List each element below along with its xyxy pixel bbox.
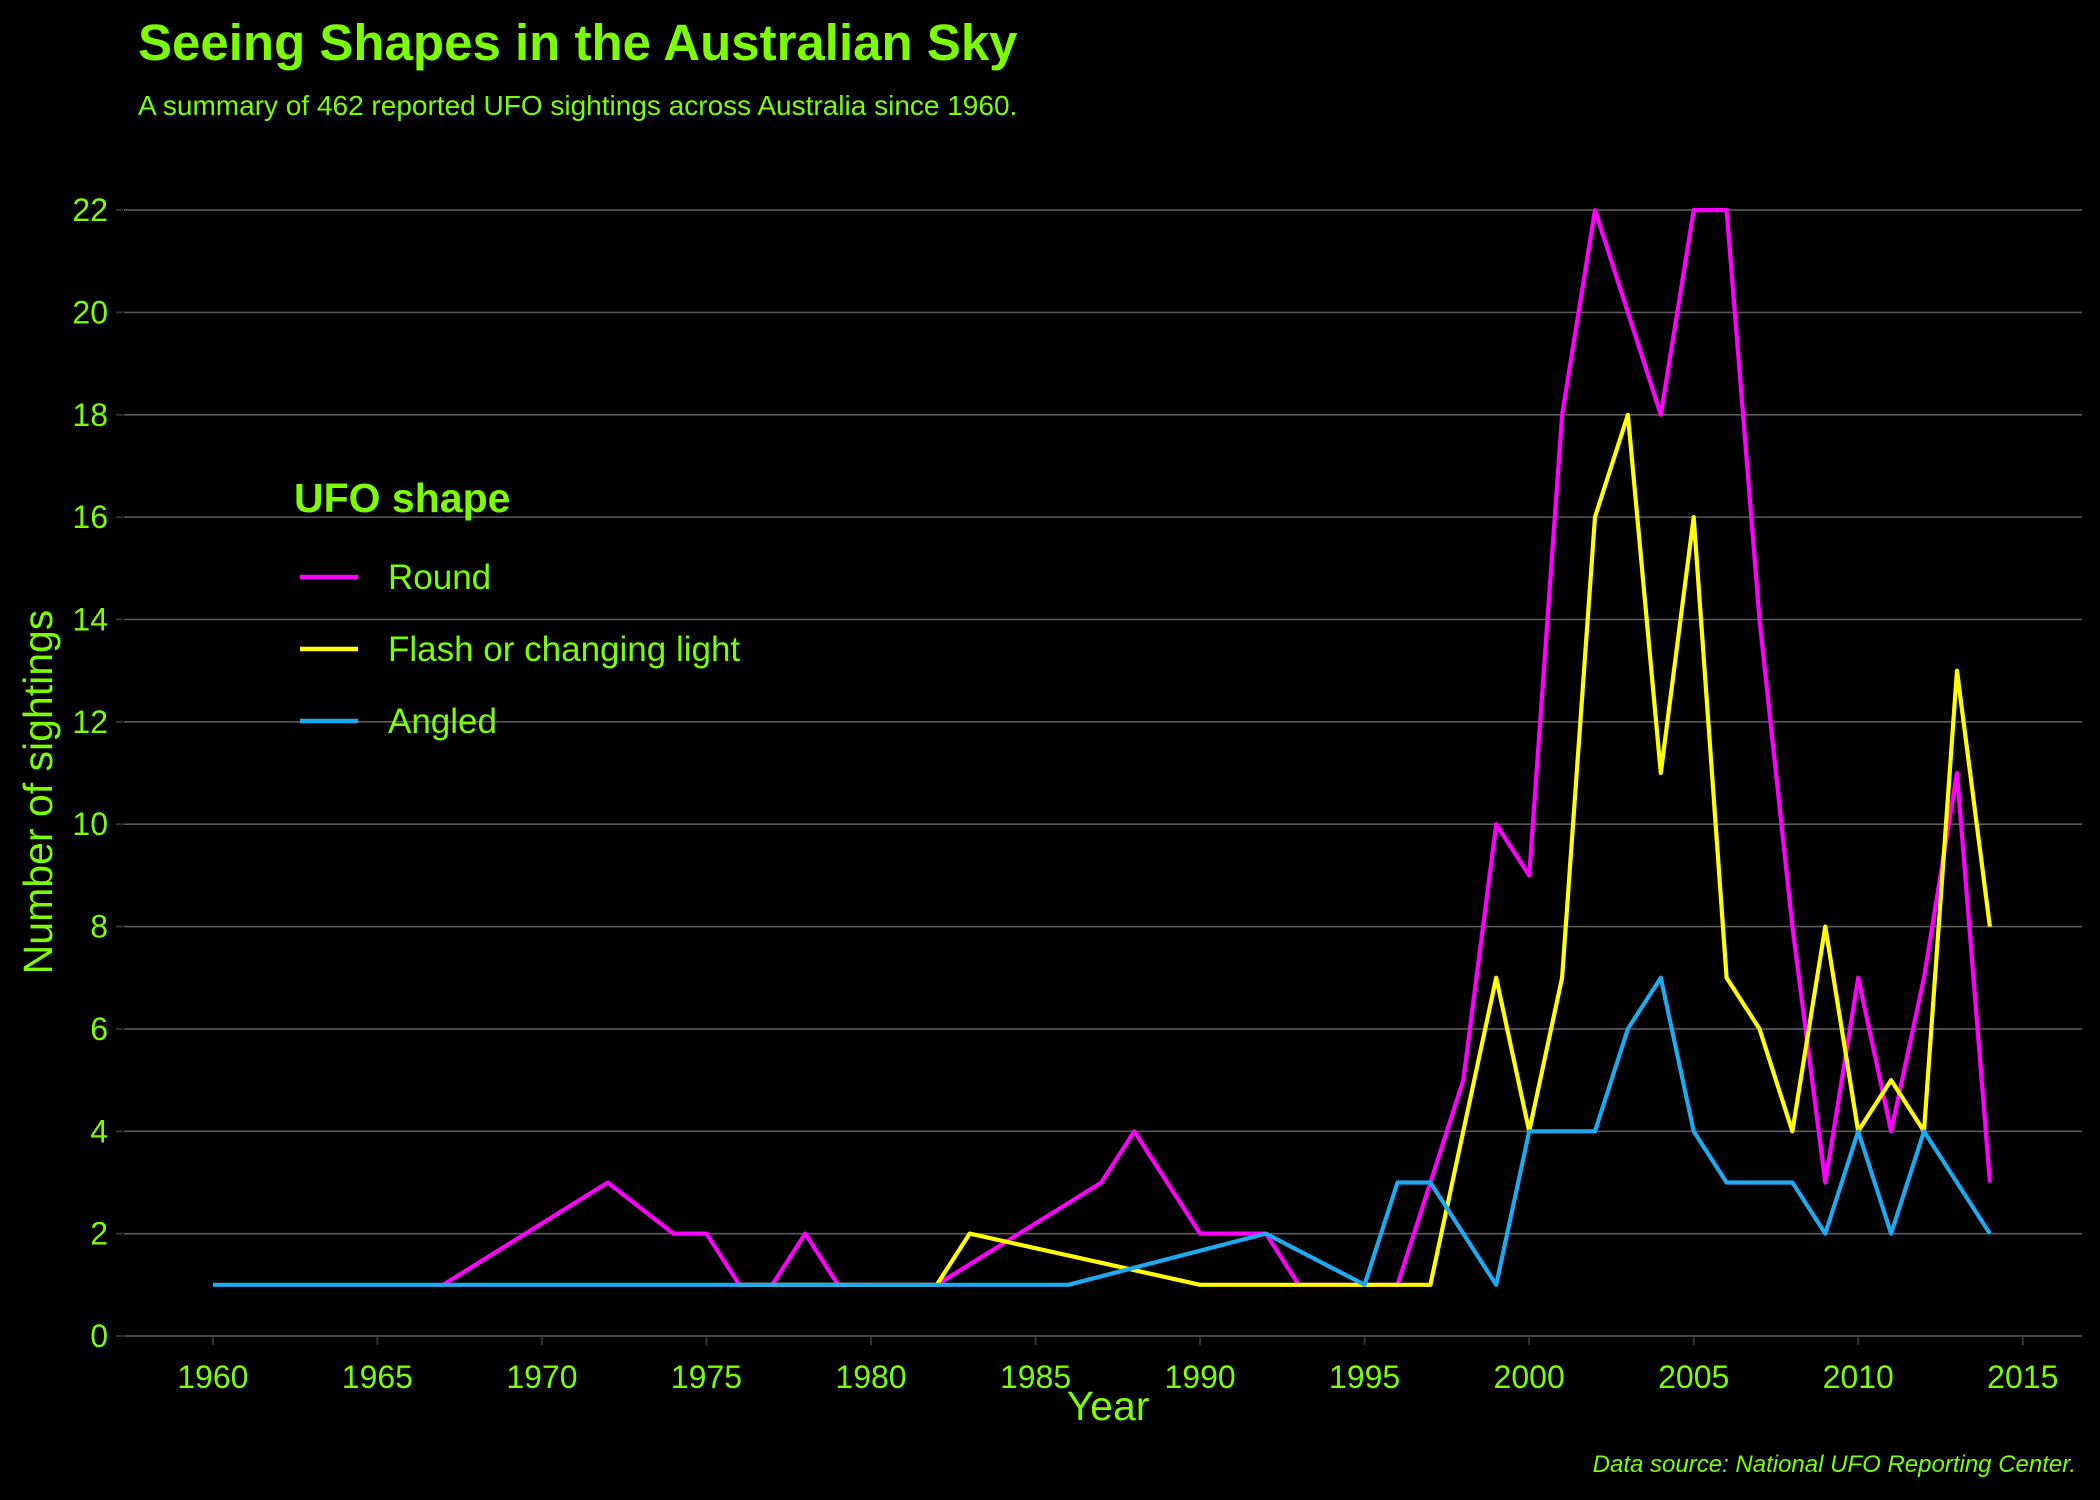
y-tick-label: 16: [72, 499, 108, 535]
x-axis-title: Year: [1067, 1383, 1150, 1429]
x-tick-label: 1995: [1329, 1359, 1400, 1395]
x-tick-label: 2005: [1658, 1359, 1729, 1395]
legend-label: Angled: [388, 702, 497, 741]
chart-caption: Data source: National UFO Reporting Cent…: [1593, 1451, 2076, 1478]
gridlines: [124, 209, 2082, 1337]
series-lines: [212, 208, 1992, 1287]
x-tick-label: 1975: [671, 1359, 742, 1395]
legend-items: Round Flash or changing light Angled: [300, 558, 740, 741]
x-tick-label: 1980: [835, 1359, 906, 1395]
y-tick-label: 20: [72, 294, 108, 330]
legend-title: UFO shape: [294, 475, 510, 521]
series-line-flash-or-changing-light: [739, 412, 1992, 1287]
x-tick-label: 1990: [1164, 1359, 1235, 1395]
y-tick-label: 18: [72, 397, 108, 433]
y-tick-label: 14: [72, 601, 108, 637]
y-axis: 0 2 4 6 8 10 12 14 16 18 20 22: [72, 192, 123, 1354]
y-tick-label: 6: [90, 1011, 108, 1047]
x-tick-label: 2010: [1823, 1359, 1894, 1395]
x-tick-label: 2000: [1494, 1359, 1565, 1395]
y-tick-label: 8: [90, 909, 108, 945]
series-line-angled: [212, 975, 1992, 1287]
x-tick-label: 1970: [506, 1359, 577, 1395]
x-tick-label: 1960: [177, 1359, 248, 1395]
x-tick-label: 2015: [1987, 1359, 2058, 1395]
chart-subtitle: A summary of 462 reported UFO sightings …: [138, 90, 1017, 121]
legend-label: Round: [388, 558, 491, 597]
y-tick-label: 12: [72, 704, 108, 740]
x-tick-label: 1965: [342, 1359, 413, 1395]
legend: UFO shape Round Flash or changing light An…: [294, 475, 740, 741]
x-axis: 1960 1965 1970 1975 1980 1985 1990 1995 2000 2005…: [177, 1337, 2058, 1395]
y-tick-label: 4: [90, 1113, 108, 1149]
y-tick-label: 0: [90, 1318, 108, 1354]
y-axis-title: Number of sightings: [15, 610, 61, 975]
y-tick-label: 10: [72, 806, 108, 842]
chart-title: Seeing Shapes in the Australian Sky: [138, 14, 1018, 71]
y-tick-label: 22: [72, 192, 108, 228]
x-tick-label: 1985: [1000, 1359, 1071, 1395]
y-tick-label: 2: [90, 1216, 108, 1252]
legend-label: Flash or changing light: [388, 630, 740, 669]
